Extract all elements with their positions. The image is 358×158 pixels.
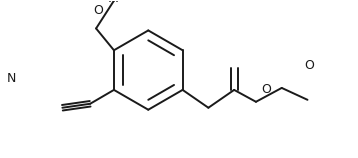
Text: O: O: [261, 83, 271, 96]
Text: O: O: [304, 59, 314, 72]
Text: O: O: [93, 4, 103, 17]
Text: N: N: [7, 72, 16, 85]
